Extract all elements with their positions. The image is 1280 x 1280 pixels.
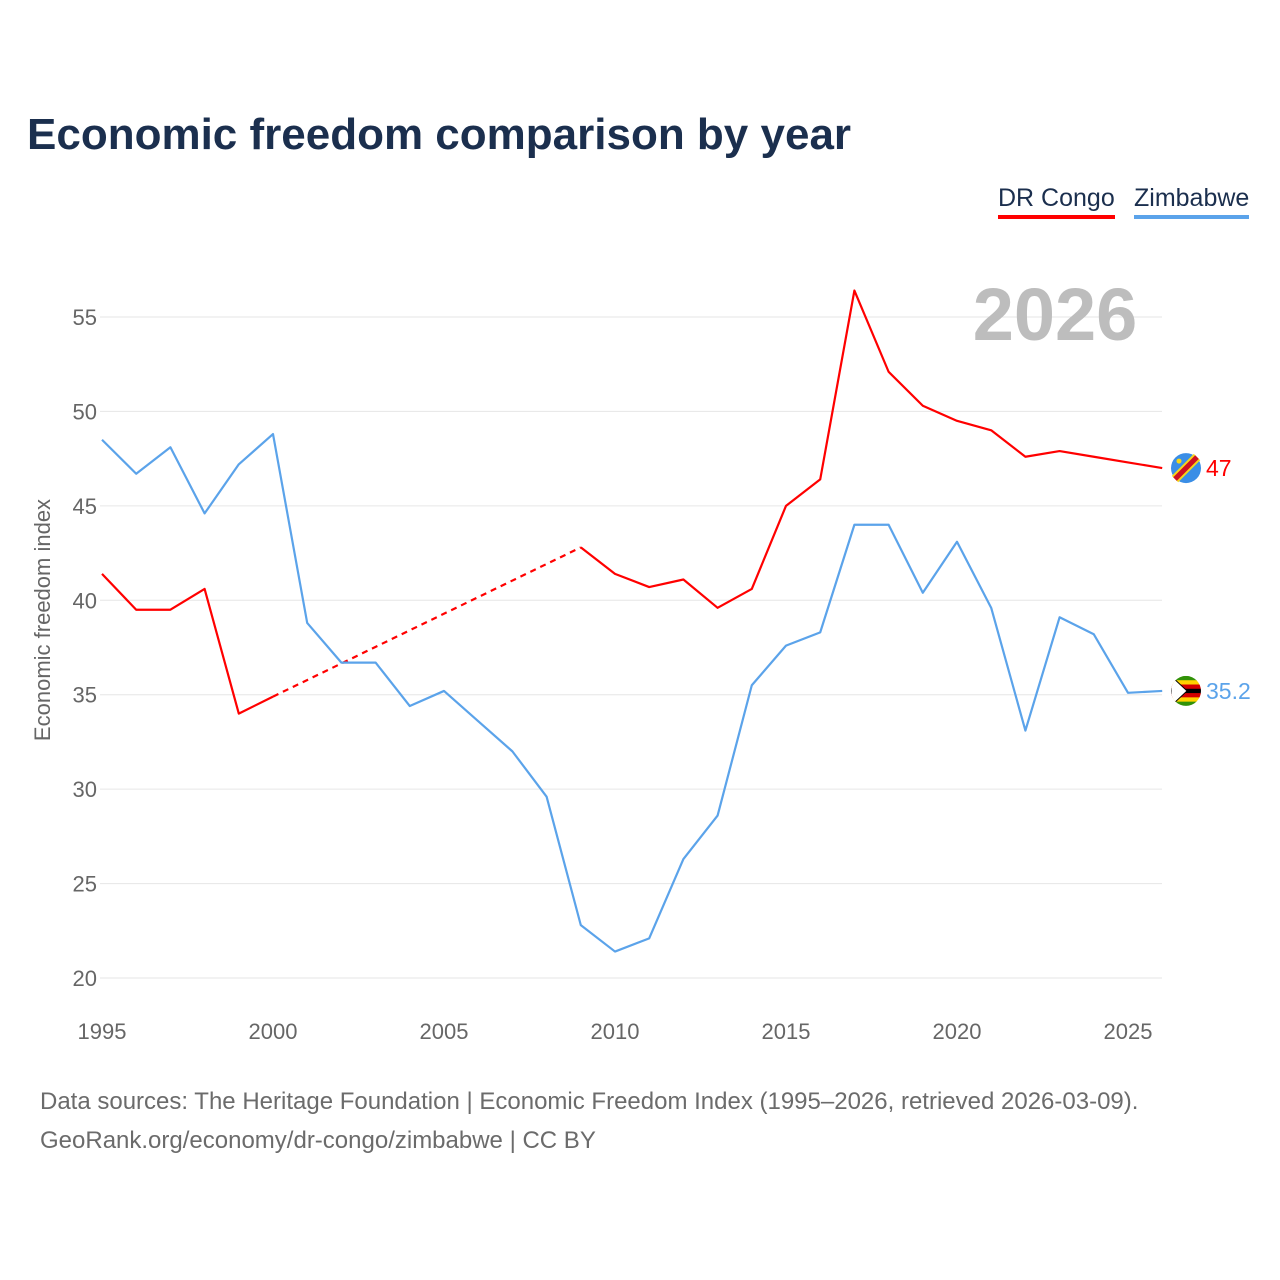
data-point	[339, 661, 343, 665]
legend-dr-congo[interactable]: DR Congo	[998, 184, 1115, 219]
data-point	[579, 545, 583, 549]
data-point	[955, 540, 959, 544]
x-tick-label: 2010	[591, 1019, 640, 1044]
x-tick-label: 2020	[933, 1019, 982, 1044]
data-point	[681, 857, 685, 861]
data-point	[989, 428, 993, 432]
data-point	[647, 936, 651, 940]
data-point	[168, 608, 172, 612]
data-point	[955, 419, 959, 423]
data-point	[271, 695, 275, 699]
data-point	[1160, 466, 1164, 470]
data-point	[1092, 632, 1096, 636]
data-point	[989, 606, 993, 610]
data-point	[818, 477, 822, 481]
zimbabwe-flag-icon	[1171, 675, 1201, 706]
data-point	[305, 621, 309, 625]
y-tick-label: 35	[73, 683, 97, 708]
series-line-dr-congo	[101, 573, 274, 715]
footer-sources: Data sources: The Heritage Foundation | …	[40, 1088, 1139, 1115]
year-watermark: 2026	[973, 273, 1138, 356]
x-tick-label: 2000	[249, 1019, 298, 1044]
data-point	[203, 587, 207, 591]
y-tick-label: 55	[73, 305, 97, 330]
data-point	[852, 289, 856, 293]
data-point	[887, 523, 891, 527]
y-axis-label: Economic freedom index	[30, 499, 55, 741]
data-point	[134, 608, 138, 612]
end-value-label: 35.2	[1206, 678, 1251, 704]
data-point	[784, 644, 788, 648]
data-point	[271, 432, 275, 436]
data-point	[1126, 460, 1130, 464]
x-tick-label: 2005	[420, 1019, 469, 1044]
y-tick-label: 40	[73, 588, 97, 613]
x-tick-label: 2015	[762, 1019, 811, 1044]
data-point	[750, 587, 754, 591]
y-tick-label: 45	[73, 494, 97, 519]
footer-link[interactable]: GeoRank.org/economy/dr-congo/zimbabwe | …	[40, 1127, 596, 1154]
data-point	[818, 630, 822, 634]
data-point	[579, 923, 583, 927]
data-point	[100, 438, 104, 442]
series-gap-line	[272, 546, 582, 698]
y-tick-label: 30	[73, 777, 97, 802]
data-point	[921, 591, 925, 595]
data-point	[852, 523, 856, 527]
data-point	[716, 606, 720, 610]
data-point	[545, 795, 549, 799]
data-point	[1058, 615, 1062, 619]
series-line-dr-congo	[580, 289, 1163, 609]
data-point	[237, 462, 241, 466]
data-point	[613, 572, 617, 576]
y-tick-label: 25	[73, 872, 97, 897]
data-point	[784, 504, 788, 508]
data-point	[647, 585, 651, 589]
data-point	[887, 370, 891, 374]
data-point	[1023, 455, 1027, 459]
data-point	[1126, 691, 1130, 695]
data-point	[1058, 449, 1062, 453]
data-point	[716, 814, 720, 818]
data-point	[921, 404, 925, 408]
series-line-zimbabwe	[101, 432, 1163, 953]
chart-title: Economic freedom comparison by year	[27, 110, 852, 159]
data-point	[613, 950, 617, 954]
data-point	[750, 683, 754, 687]
y-tick-label: 50	[73, 399, 97, 424]
end-value-label: 47	[1206, 455, 1232, 481]
data-point	[100, 572, 104, 576]
data-point	[510, 749, 514, 753]
dr-congo-flag-icon	[1171, 453, 1201, 484]
legend-zimbabwe[interactable]: Zimbabwe	[1134, 184, 1250, 219]
data-point	[681, 578, 685, 582]
data-point	[476, 719, 480, 723]
data-point	[1023, 729, 1027, 733]
data-point	[203, 511, 207, 515]
data-point	[134, 472, 138, 476]
x-tick-label: 2025	[1104, 1019, 1153, 1044]
data-point	[442, 689, 446, 693]
data-point	[168, 445, 172, 449]
x-tick-label: 1995	[78, 1019, 127, 1044]
data-point	[237, 712, 241, 716]
data-point	[408, 704, 412, 708]
data-point	[374, 661, 378, 665]
data-point	[1092, 455, 1096, 459]
y-tick-label: 20	[73, 966, 97, 991]
data-point	[1160, 689, 1164, 693]
